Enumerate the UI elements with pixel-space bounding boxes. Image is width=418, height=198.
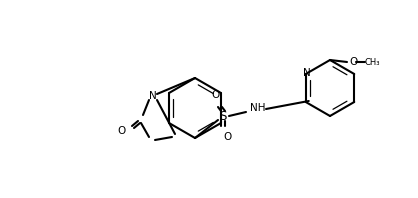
- Text: O: O: [118, 126, 126, 136]
- Text: N: N: [303, 68, 311, 78]
- Text: S: S: [219, 109, 227, 123]
- Text: O: O: [212, 90, 220, 100]
- Text: O: O: [349, 57, 357, 67]
- Text: NH: NH: [250, 103, 266, 113]
- Text: CH₃: CH₃: [364, 57, 380, 67]
- Text: N: N: [149, 91, 157, 101]
- Text: O: O: [224, 132, 232, 142]
